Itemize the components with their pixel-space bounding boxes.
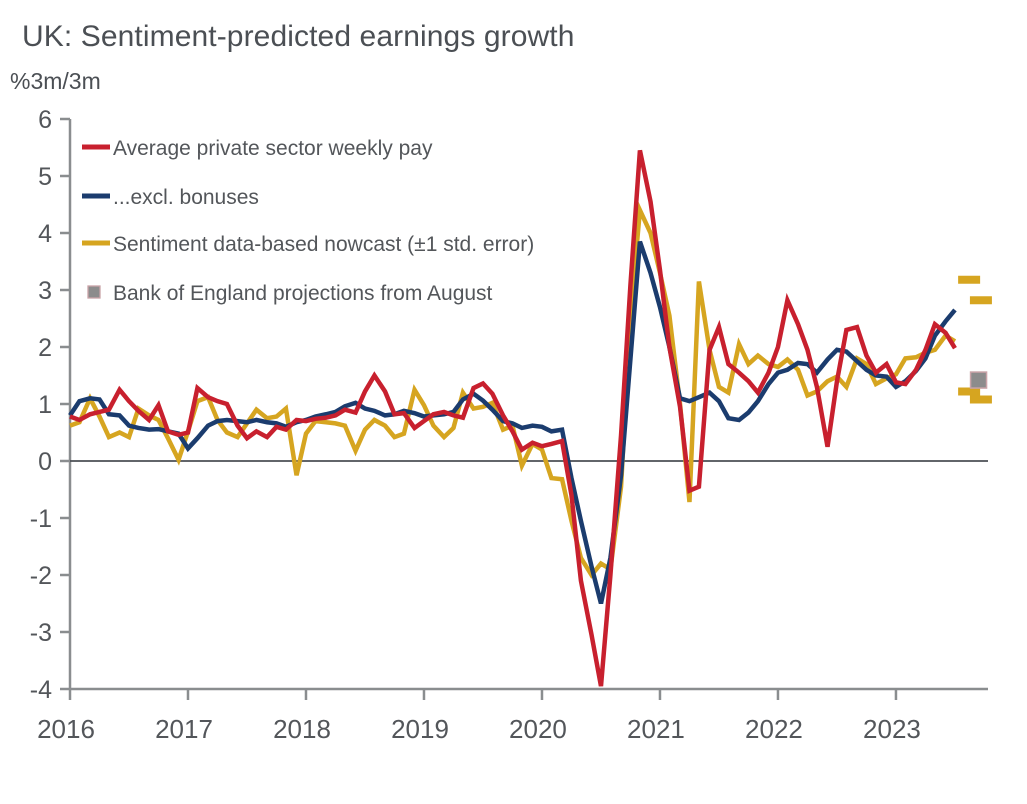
chart-legend: Average private sector weekly pay ...excl… (82, 137, 534, 305)
series-line-0 (69, 149, 957, 687)
y-tick-label: -1 (30, 505, 52, 533)
x-tick-label: 2016 (37, 714, 95, 744)
x-tick-label: 2020 (509, 714, 567, 744)
y-tick-label: -3 (30, 619, 52, 647)
x-tick-label: 2023 (863, 714, 921, 744)
y-tick-label: 0 (38, 448, 52, 476)
series-line-1 (68, 240, 957, 605)
y-tick-label: 3 (38, 277, 52, 305)
x-tick-label: 2019 (391, 714, 449, 744)
y-tick-label: 4 (38, 220, 52, 248)
page-title: UK: Sentiment-predicted earnings growth (22, 20, 575, 53)
y-axis-unit-label: %3m/3m (10, 68, 101, 94)
legend-label-3: Bank of England projections from August (113, 282, 493, 305)
legend-label-1: ...excl. bonuses (113, 186, 259, 209)
x-tick-label: 2021 (627, 714, 685, 744)
y-tick-label: 2 (38, 334, 52, 362)
y-tick-label: 5 (38, 163, 52, 191)
x-tick-label: 2018 (273, 714, 331, 744)
x-axis-ticks: 2016 2017 2018 2019 2020 2021 2022 2023 (37, 689, 921, 744)
series-lines (68, 149, 957, 687)
legend-label-0: Average private sector weekly pay (113, 137, 433, 160)
boe-projection-marker (969, 371, 988, 389)
projection-markers (958, 275, 992, 404)
x-tick-label: 2022 (745, 714, 803, 744)
y-tick-label: -4 (30, 676, 52, 704)
legend-square-marker-3 (87, 285, 101, 299)
y-tick-label: 6 (38, 106, 52, 134)
legend-label-2: Sentiment data-based nowcast (±1 std. er… (113, 233, 534, 256)
y-tick-label: 1 (38, 391, 52, 419)
y-tick-label: -2 (30, 562, 52, 590)
x-tick-label: 2017 (155, 714, 213, 744)
y-axis-ticks: -4 -3 -2 -1 0 1 2 3 4 5 6 (30, 106, 70, 704)
